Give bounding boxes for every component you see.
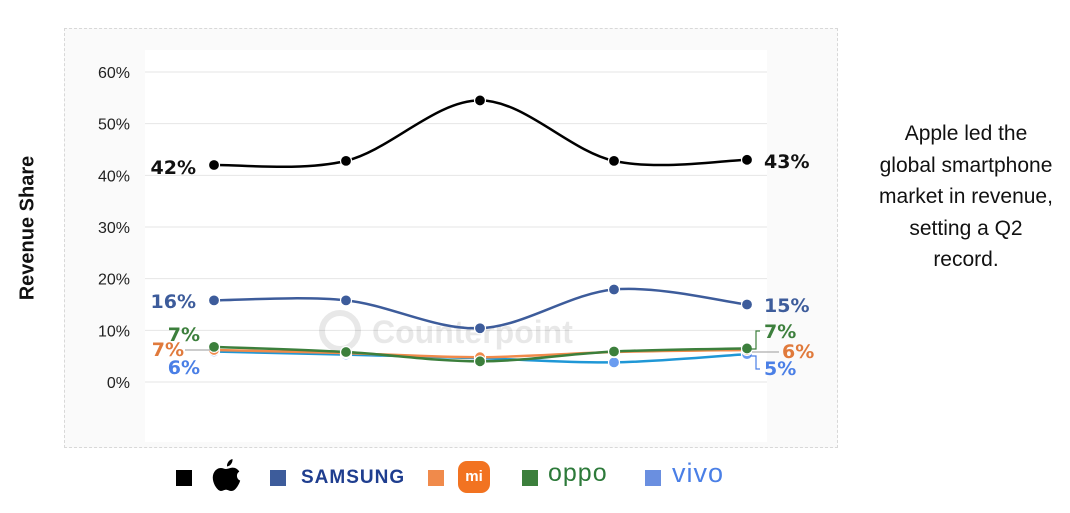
data-label-mi-end: 6%: [782, 341, 814, 363]
watermark-logo: [319, 310, 361, 352]
chart-caption: Apple led the global smartphone market i…: [879, 122, 1053, 271]
legend-label-oppo: oppo: [548, 459, 608, 487]
watermark: Counterpoint: [319, 310, 573, 352]
data-point-apple: [607, 154, 621, 167]
legend-swatch-oppo: [522, 470, 538, 486]
data-point-oppo: [207, 340, 221, 353]
data-label-samsung-end: 15%: [764, 295, 809, 317]
y-tick-label: 30%: [98, 220, 130, 237]
data-point-apple: [339, 154, 353, 167]
data-label-samsung-start: 16%: [151, 291, 196, 313]
legend-swatch-apple: [176, 470, 192, 486]
data-point-oppo: [607, 345, 621, 358]
legend-label-vivo: vivo: [672, 458, 725, 488]
data-point-samsung: [740, 298, 754, 311]
y-tick-label: 50%: [98, 117, 130, 134]
data-label-mi-start: 7%: [152, 339, 184, 361]
data-point-samsung: [607, 283, 621, 296]
y-tick-label: 10%: [98, 323, 130, 340]
data-label-oppo-end: 7%: [764, 321, 796, 343]
legend-label-mi: mi: [458, 461, 490, 493]
legend-swatch-vivo: [645, 470, 661, 486]
leader-oppo-end: [750, 330, 760, 350]
y-tick-label: 20%: [98, 272, 130, 289]
data-label-oppo-start: 7%: [168, 324, 200, 346]
legend: SAMSUNG mi oppo vivo: [0, 455, 1070, 499]
data-point-samsung: [473, 322, 487, 335]
y-tick-label: 0%: [107, 375, 130, 392]
watermark-text: Counterpoint: [372, 314, 573, 350]
y-tick-label: 40%: [98, 168, 130, 185]
data-point-samsung: [339, 294, 353, 307]
leader-vivo-end: [750, 355, 760, 370]
data-label-apple-end: 43%: [764, 151, 809, 173]
legend-label-samsung: SAMSUNG: [301, 467, 406, 488]
data-point-samsung: [207, 294, 221, 307]
data-label-vivo-start: 6%: [168, 357, 200, 379]
data-label-vivo-end: 5%: [764, 358, 796, 380]
data-label-apple-start: 42%: [151, 157, 196, 179]
legend-swatch-samsung: [270, 470, 286, 486]
y-tick-label: 60%: [98, 65, 130, 82]
plot-area: [145, 50, 767, 442]
apple-logo-icon: [212, 459, 241, 491]
data-point-apple: [473, 94, 487, 107]
data-point-oppo: [473, 355, 487, 368]
data-point-apple: [207, 158, 221, 172]
data-point-apple: [740, 153, 754, 166]
data-point-oppo: [339, 345, 353, 359]
legend-swatch-mi: [428, 470, 444, 486]
data-point-vivo: [607, 356, 621, 369]
